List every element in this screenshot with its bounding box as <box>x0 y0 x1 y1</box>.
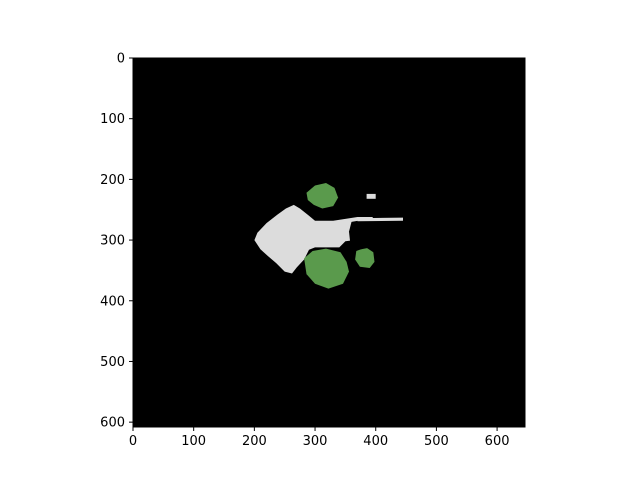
x-tick-label: 100 <box>181 434 206 449</box>
x-tick-label: 500 <box>424 434 449 449</box>
y-axis: 0 100 200 300 400 500 600 <box>100 52 133 431</box>
x-tick-label: 0 <box>129 434 137 449</box>
free-space-arrow <box>254 204 373 274</box>
x-tick-label: 400 <box>363 434 388 449</box>
free-space-bright-corner <box>366 193 376 199</box>
x-tick-label: 200 <box>242 434 267 449</box>
y-tick-label: 500 <box>100 355 125 370</box>
x-tick-label: 600 <box>485 434 510 449</box>
axes-frame <box>132 57 526 428</box>
vegetation-right <box>355 247 375 268</box>
y-tick-label: 0 <box>117 52 125 67</box>
image-regions <box>254 183 403 289</box>
y-tick-label: 600 <box>100 416 125 431</box>
x-tick-label: 300 <box>303 434 328 449</box>
plot-area <box>132 57 526 428</box>
y-tick-label: 200 <box>100 173 125 188</box>
free-space-bright-strip <box>357 217 403 222</box>
y-tick-label: 300 <box>100 234 125 249</box>
y-tick-label: 100 <box>100 112 125 127</box>
obstacle-cluster-right <box>349 218 379 250</box>
x-axis: 0 100 200 300 400 500 600 <box>129 427 510 449</box>
vegetation-upper <box>306 183 339 209</box>
y-tick-label: 400 <box>100 294 125 309</box>
vegetation-lower <box>304 248 349 289</box>
